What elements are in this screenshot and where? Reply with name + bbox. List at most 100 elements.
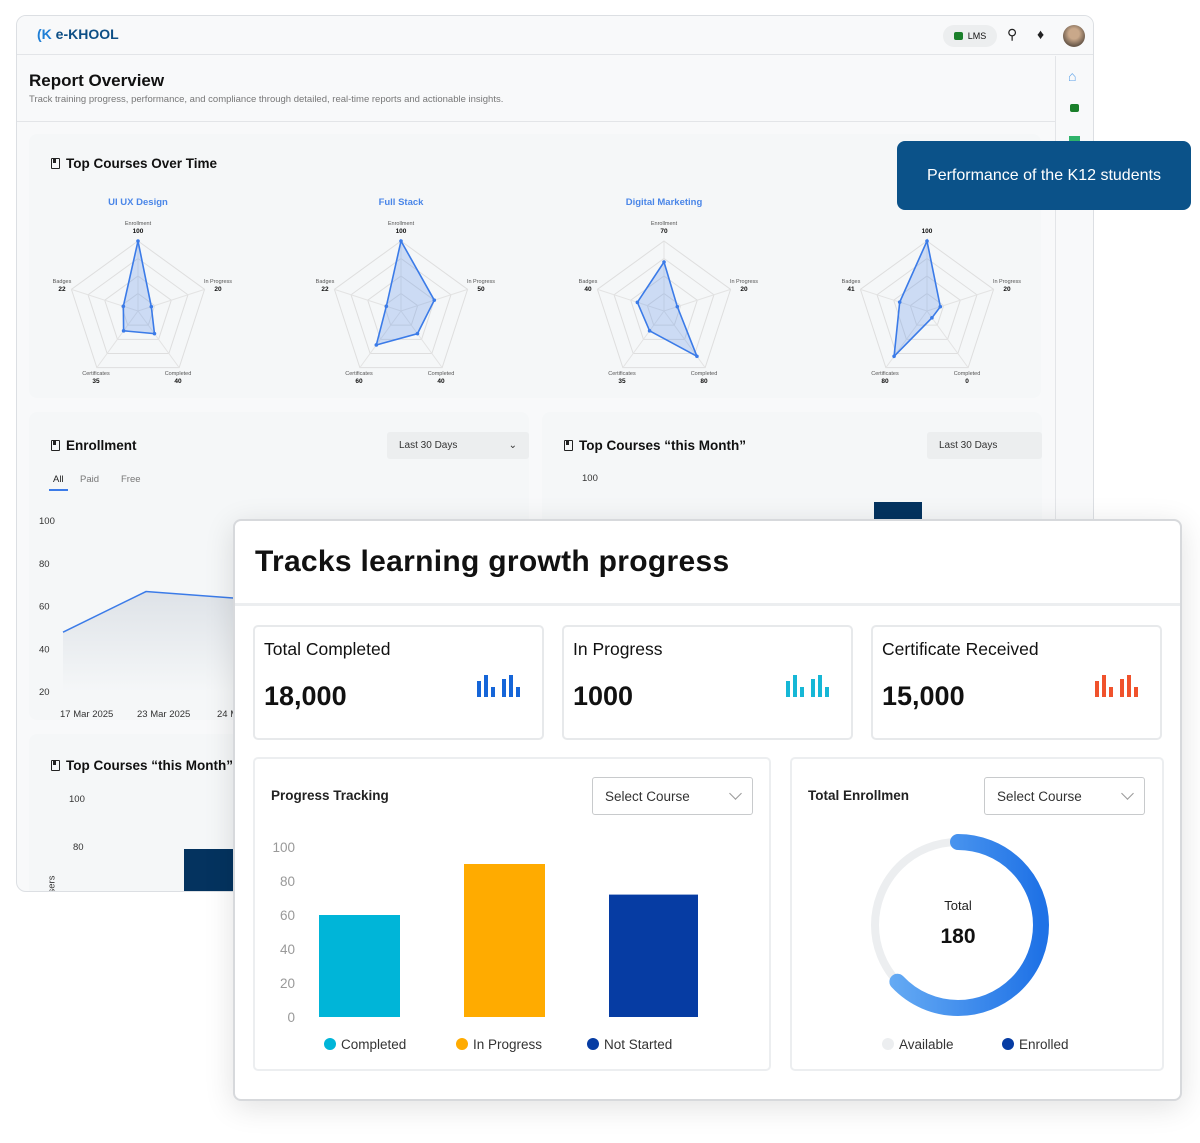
y-tick: 40 (39, 644, 50, 655)
radar-point (675, 304, 680, 309)
tab-free[interactable]: Free (121, 474, 141, 485)
panel-title: Enrollment (51, 438, 137, 453)
radar-value: 40 (437, 378, 445, 385)
radar-area (636, 260, 699, 359)
avatar[interactable] (1063, 25, 1085, 47)
radar-point (925, 239, 929, 243)
radar-spoke (359, 310, 402, 368)
radar-axis-label: Completed (165, 371, 192, 377)
legend-label: Completed (341, 1037, 406, 1052)
radar-value: 40 (174, 378, 182, 385)
radar-point (149, 304, 154, 309)
radar-value: 80 (881, 378, 889, 385)
tab-all[interactable]: All (49, 474, 68, 491)
radar-axis-label: Enrollment (388, 221, 415, 227)
radar-point (121, 304, 126, 309)
radar-point (432, 298, 437, 302)
radar-axis-label: Badges (579, 279, 598, 285)
legend-dot (587, 1038, 599, 1050)
radar-axis-label: In Progress (730, 279, 758, 285)
radar-grid (859, 240, 995, 369)
select-course-dropdown[interactable]: Select Course (592, 777, 753, 815)
select-course-dropdown[interactable]: Select Course (984, 777, 1145, 815)
bar-chart-icon (1095, 675, 1138, 697)
radar-axis-label: Badges (53, 279, 72, 285)
radar-axis-label: Enrollment (125, 221, 152, 227)
bar-chart-icon (786, 675, 829, 697)
legend-dot (324, 1038, 336, 1050)
home-icon[interactable]: ⌂ (1068, 68, 1077, 84)
legend-dot (456, 1038, 468, 1050)
radar-grid (87, 257, 189, 354)
radar-value: 100 (396, 228, 407, 235)
stat-total-completed: Total Completed 18,000 (253, 625, 544, 740)
search-icon[interactable]: ⚲ (1007, 26, 1018, 42)
legend-label: Not Started (604, 1037, 672, 1052)
bar-not-started (609, 894, 698, 1017)
progress-bar-chart: 100 80 60 40 20 0 Completed In Progress Not Star… (272, 840, 698, 1052)
radar-point (897, 300, 902, 304)
radar-value: 41 (847, 286, 855, 293)
radar-axis-label: Completed (691, 371, 718, 377)
radar-spoke (622, 310, 665, 368)
top-courses-over-time-panel: Top Courses Over Time UI UX Design Enroll… (29, 134, 1041, 398)
lms-button[interactable]: LMS (943, 25, 997, 47)
total-enrollment-box: Total Enrollmen Select Course Total 180 Av… (790, 757, 1164, 1071)
radar-spoke (663, 310, 706, 368)
x-tick: 24 M (217, 709, 238, 720)
panel-title: Top Courses Over Time (51, 156, 217, 171)
radar-grid (333, 240, 469, 369)
logo[interactable]: (K e-KHOOL (37, 26, 119, 42)
radar-axis-label: Completed (428, 371, 455, 377)
divider (17, 121, 1055, 122)
radar-point (136, 239, 140, 243)
radar-grid (646, 292, 682, 326)
radar-point (892, 354, 896, 359)
y-tick: 40 (280, 942, 295, 957)
radar-point (121, 329, 126, 333)
date-range-select[interactable]: Last 30 Days ⌄ (387, 432, 529, 459)
radar-value: 0 (965, 378, 969, 385)
radar-area (122, 240, 156, 335)
grid-icon[interactable] (1069, 136, 1080, 142)
radar-spoke (137, 288, 205, 312)
y-tick: 100 (272, 840, 295, 855)
radar-value: 100 (133, 228, 144, 235)
radar-value: 20 (214, 286, 222, 293)
radar-axis-label: In Progress (993, 279, 1021, 285)
radar-axis-label: Badges (842, 279, 861, 285)
radar-grid (909, 292, 945, 326)
tab-paid[interactable]: Paid (80, 474, 100, 485)
radar-title: UI UX Design (108, 197, 168, 208)
radar-point (152, 331, 157, 336)
radar-area (893, 238, 942, 359)
donut-center-label: Total (944, 898, 972, 913)
radar-spoke (334, 288, 402, 312)
radar-spoke (400, 310, 443, 368)
y-tick: 80 (73, 842, 84, 853)
legend-dot (1002, 1038, 1014, 1050)
radar-value: 40 (584, 286, 592, 293)
bell-icon[interactable]: ♦ (1037, 26, 1045, 42)
radar-point (399, 239, 403, 243)
box-title: Total Enrollmen (808, 788, 910, 803)
radar-value: 60 (355, 378, 363, 385)
y-tick: 100 (69, 794, 85, 805)
graduation-cap-icon (953, 32, 963, 40)
radar-point (415, 331, 420, 336)
graduation-cap-icon[interactable] (1070, 104, 1079, 112)
date-range-select[interactable]: Last 30 Days (927, 432, 1042, 459)
y-tick: 20 (280, 976, 295, 991)
radar-axis-label: Badges (316, 279, 335, 285)
top-bar: (K e-KHOOL LMS ⚲ ♦ (17, 16, 1093, 55)
radar-area (375, 238, 436, 347)
y-tick: 0 (287, 1010, 295, 1025)
y-tick: 100 (39, 516, 55, 527)
x-tick: 23 Mar 2025 (137, 709, 190, 720)
legend-label: In Progress (473, 1037, 542, 1052)
radar-value: 50 (477, 286, 485, 293)
radar-grid (876, 257, 978, 354)
radar-axis-label: Certificates (345, 371, 373, 377)
legend-dot (882, 1038, 894, 1050)
